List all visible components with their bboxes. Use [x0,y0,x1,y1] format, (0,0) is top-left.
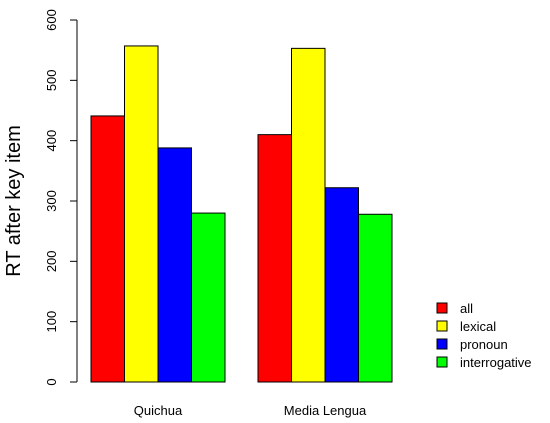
category-labels: Quichua Media Lengua [134,403,367,418]
bar-lexical-media-lengua [291,47,326,383]
y-axis: 0 100 200 300 400 500 600 [44,9,78,386]
y-tick-label: 300 [44,190,59,212]
y-tick-label: 100 [44,311,59,333]
y-tick-label: 500 [44,69,59,91]
bars-group [90,45,393,383]
bar-interrogative-quichua [191,212,226,383]
legend-swatch-pronoun [436,338,448,350]
legend-swatch-lexical [436,320,448,332]
y-tick-label: 0 [44,378,59,385]
legend-label-lexical: lexical [460,319,496,334]
legend-swatch-interrogative [436,356,448,368]
y-tick-label: 600 [44,9,59,31]
category-label: Media Lengua [284,403,367,418]
y-tick-label: 200 [44,250,59,272]
legend: all lexical pronoun interrogative [436,301,532,370]
bar-lexical-quichua [124,45,159,383]
y-axis-title: RT after key item [3,125,25,277]
bar-all-quichua [90,115,125,383]
bar-pronoun-media-lengua [324,187,359,383]
bar-all-media-lengua [257,134,292,383]
y-tick-label: 400 [44,130,59,152]
legend-label-pronoun: pronoun [460,337,508,352]
bar-interrogative-media-lengua [358,213,393,383]
legend-swatch-all [436,302,448,314]
legend-label-interrogative: interrogative [460,355,532,370]
bar-pronoun-quichua [157,147,192,383]
legend-label-all: all [460,301,473,316]
category-label: Quichua [134,403,183,418]
